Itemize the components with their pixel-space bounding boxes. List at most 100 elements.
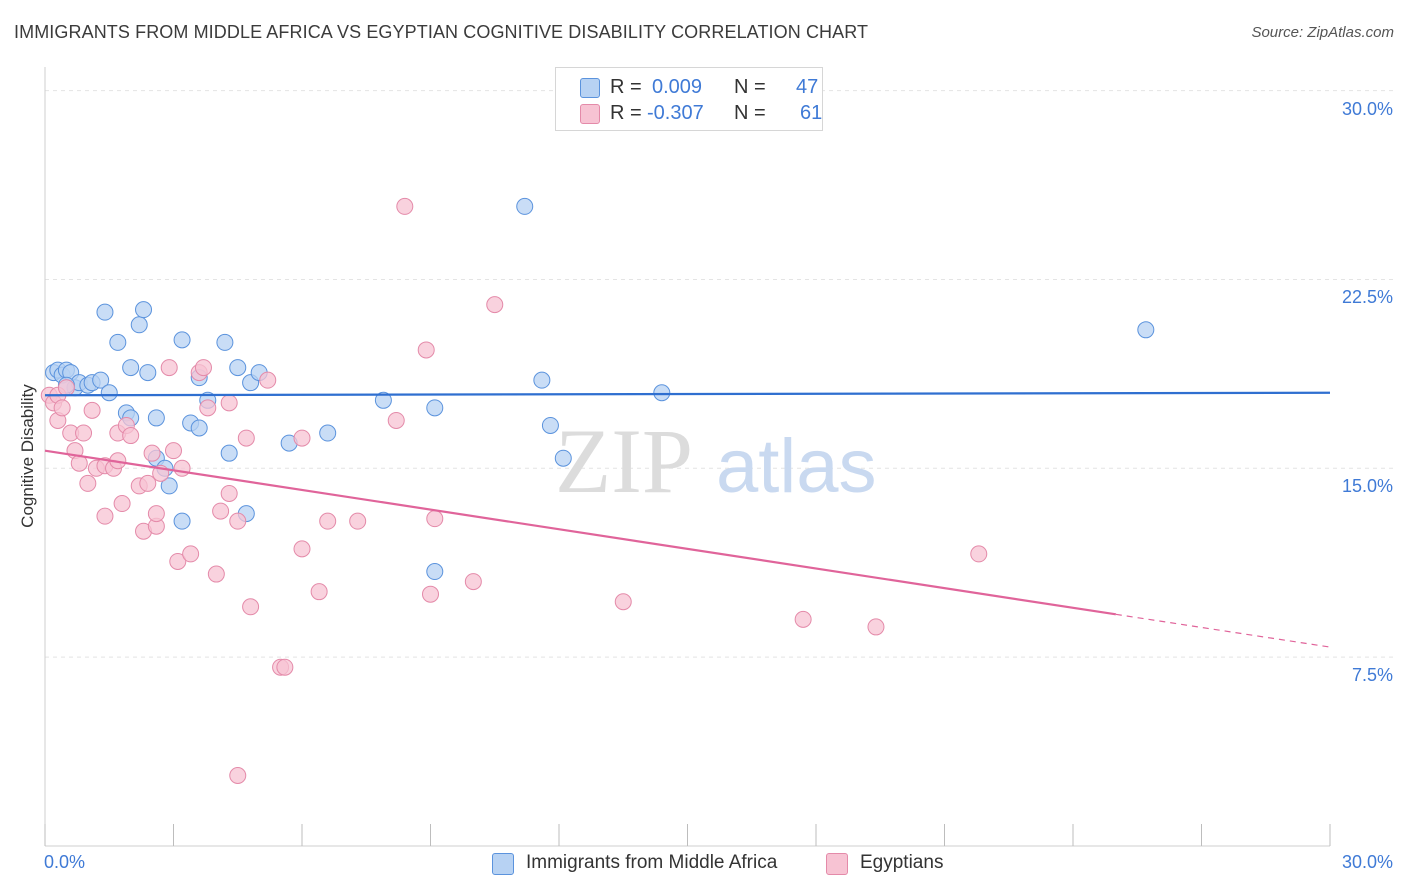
point-egyptians	[75, 424, 93, 442]
source-text: Source: ZipAtlas.com	[1251, 24, 1394, 41]
point-middle-africa	[220, 444, 238, 462]
legend-n-label: N =	[734, 102, 766, 124]
point-middle-africa	[130, 316, 148, 334]
point-egyptians	[417, 341, 435, 359]
y-tick-label: 7.5%	[1351, 665, 1393, 686]
point-egyptians	[220, 484, 238, 502]
point-middle-africa	[516, 197, 534, 215]
point-egyptians	[57, 379, 75, 397]
point-middle-africa	[229, 359, 247, 377]
y-tick-label: 22.5%	[1341, 287, 1393, 308]
point-egyptians	[237, 429, 255, 447]
point-egyptians	[194, 359, 212, 377]
point-egyptians	[182, 545, 200, 563]
legend-label-egyptians: Egyptians	[860, 852, 944, 873]
point-middle-africa	[109, 333, 127, 351]
point-egyptians	[387, 411, 405, 429]
point-egyptians	[207, 565, 225, 583]
point-middle-africa	[190, 419, 208, 437]
point-middle-africa	[100, 384, 118, 402]
point-egyptians	[122, 427, 140, 445]
point-egyptians	[293, 540, 311, 558]
point-middle-africa	[96, 303, 114, 321]
point-egyptians	[293, 429, 311, 447]
point-egyptians	[199, 399, 217, 417]
point-egyptians	[83, 401, 101, 419]
point-middle-africa	[319, 424, 337, 442]
point-egyptians	[173, 459, 191, 477]
axes	[44, 67, 1331, 847]
x-tick-label: 0.0%	[44, 852, 86, 872]
point-egyptians	[794, 610, 812, 628]
legend-n-value: 47	[796, 76, 819, 98]
y-axis-label: Cognitive Disability	[18, 384, 37, 528]
point-egyptians	[212, 502, 230, 520]
point-egyptians	[160, 359, 178, 377]
point-egyptians	[276, 658, 294, 676]
point-middle-africa	[92, 371, 110, 389]
point-middle-africa	[139, 364, 157, 382]
point-middle-africa	[216, 333, 234, 351]
point-middle-africa	[533, 371, 551, 389]
point-egyptians	[867, 618, 885, 636]
point-egyptians	[53, 399, 71, 417]
point-egyptians	[139, 474, 157, 492]
point-egyptians	[147, 505, 165, 523]
point-middle-africa	[1137, 321, 1155, 339]
legend-label-middle-africa: Immigrants from Middle Africa	[526, 852, 778, 873]
point-egyptians	[396, 197, 414, 215]
point-egyptians	[614, 593, 632, 611]
watermark-zip: ZIP	[555, 410, 693, 512]
legend-r-value: -0.307	[647, 102, 704, 124]
x-tick-label: 30.0%	[1341, 852, 1393, 872]
point-middle-africa	[173, 331, 191, 349]
trend-lines	[44, 391, 1331, 648]
point-egyptians	[229, 512, 247, 530]
legend-r-label: R =	[610, 102, 642, 124]
point-middle-africa	[374, 391, 392, 409]
point-egyptians	[229, 766, 247, 784]
point-egyptians	[242, 598, 260, 616]
point-egyptians	[143, 444, 161, 462]
point-egyptians	[96, 507, 114, 525]
point-egyptians	[319, 512, 337, 530]
point-egyptians	[165, 442, 182, 460]
point-egyptians	[113, 495, 131, 513]
legend-swatch-pink	[580, 104, 600, 124]
point-middle-africa	[653, 384, 671, 402]
point-middle-africa	[147, 409, 165, 427]
point-middle-africa	[541, 416, 559, 434]
point-middle-africa	[135, 301, 153, 319]
grid-lines	[45, 90, 1395, 658]
trend-line-extension	[1115, 613, 1331, 648]
y-tick-label: 15.0%	[1341, 476, 1393, 497]
point-egyptians	[259, 371, 277, 389]
legend-n-value: 61	[800, 102, 823, 124]
legend-n-label: N =	[734, 76, 766, 98]
legend-swatch-blue	[580, 78, 600, 98]
trend-line	[44, 391, 1331, 397]
point-egyptians	[426, 510, 444, 528]
point-egyptians	[464, 573, 482, 591]
stats-legend: R = 0.009 N = 47 R = -0.307 N = 61	[555, 67, 823, 131]
point-middle-africa	[160, 477, 178, 495]
point-egyptians	[169, 552, 187, 570]
watermark-atlas: atlas	[716, 424, 877, 509]
point-egyptians	[310, 583, 328, 601]
point-middle-africa	[426, 399, 444, 417]
point-egyptians	[220, 394, 238, 412]
legend-swatch-blue	[492, 853, 514, 875]
point-middle-africa	[173, 512, 191, 530]
legend-r-label: R =	[610, 76, 642, 98]
point-egyptians	[79, 474, 97, 492]
point-egyptians	[970, 545, 988, 563]
y-tick-label: 30.0%	[1341, 98, 1393, 119]
point-middle-africa	[554, 449, 572, 467]
point-egyptians	[422, 585, 439, 603]
point-egyptians	[486, 296, 504, 314]
point-middle-africa	[426, 563, 444, 581]
watermark: ZIP atlas	[555, 410, 877, 512]
point-egyptians	[349, 512, 367, 530]
trend-line	[44, 449, 1116, 616]
